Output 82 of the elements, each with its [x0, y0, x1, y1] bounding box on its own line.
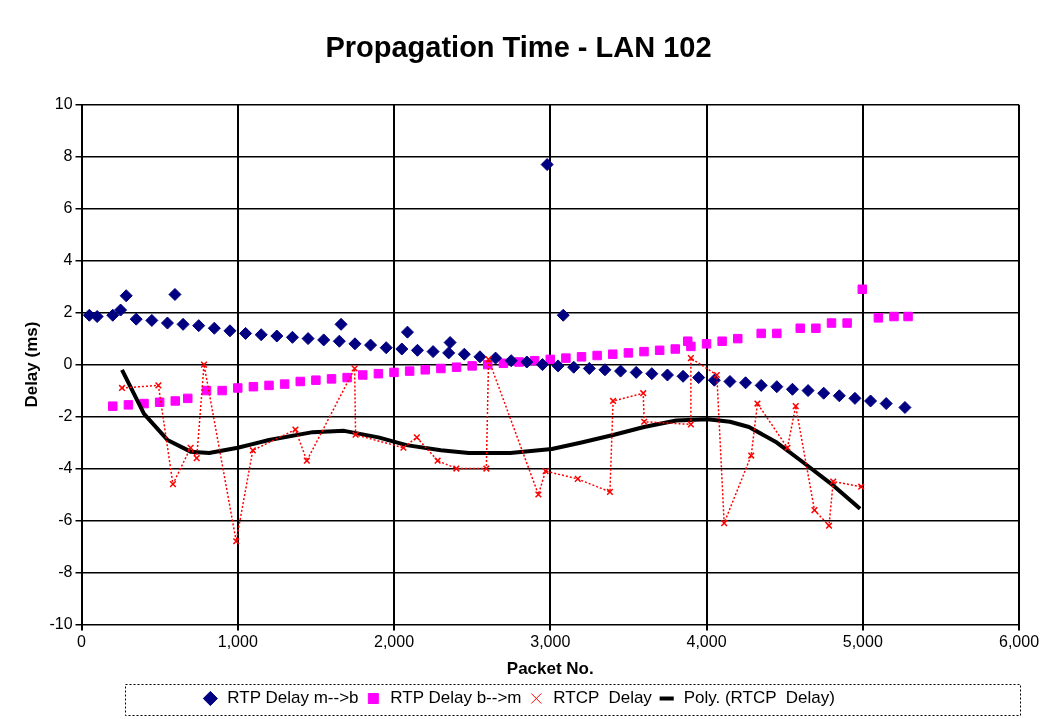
x-tick-label: 3,000: [530, 633, 571, 651]
chart-title: Propagation Time - LAN 102: [325, 31, 712, 64]
point: [467, 361, 477, 371]
legend-label: RTP Delay b-->m: [390, 688, 522, 708]
point: [717, 336, 727, 346]
point: [889, 311, 899, 322]
y-tick-label: 4: [63, 251, 73, 269]
point: [342, 372, 352, 383]
point: [169, 480, 177, 488]
point: [686, 341, 696, 352]
point: [795, 323, 805, 333]
y-tick-label: 10: [54, 95, 73, 113]
point: [232, 537, 240, 545]
point: [154, 397, 165, 408]
x-axis-title: Packet No.: [506, 659, 594, 679]
point: [842, 318, 852, 328]
point: [404, 366, 415, 376]
point: [753, 399, 762, 408]
x-tick-label: 0: [77, 633, 87, 651]
point: [810, 506, 819, 514]
y-tick-label: -6: [58, 510, 73, 528]
point: [233, 383, 243, 393]
legend-label: RTCP Delay: [553, 688, 653, 708]
y-tick-label: -8: [58, 562, 73, 580]
point: [609, 397, 617, 405]
point: [592, 350, 602, 361]
point: [756, 328, 766, 339]
point: [326, 374, 337, 384]
point: [654, 345, 665, 356]
point: [451, 362, 462, 372]
point: [389, 367, 399, 378]
point: [295, 376, 306, 387]
y-tick-label: -2: [58, 406, 73, 424]
x-tick-label: 5,000: [842, 633, 883, 651]
point: [123, 400, 134, 410]
point: [183, 393, 193, 404]
legend-label: RTP Delay m-->b: [227, 688, 359, 708]
x-tick-label: 6,000: [998, 633, 1040, 651]
point: [291, 425, 299, 434]
point: [358, 370, 368, 380]
point: [217, 385, 227, 396]
point: [608, 349, 618, 359]
x-tick-label: 4,000: [686, 633, 727, 651]
point: [436, 363, 446, 374]
point: [118, 384, 126, 392]
y-tick-label: 2: [63, 303, 73, 321]
point: [420, 365, 431, 375]
point: [108, 401, 118, 411]
legend-label: Poly. (RTCP Delay): [683, 688, 835, 708]
point: [264, 380, 274, 391]
point: [701, 339, 712, 349]
y-tick-label: 6: [63, 199, 73, 217]
point: [623, 348, 634, 358]
point: [811, 323, 821, 333]
y-tick-label: 8: [63, 147, 73, 165]
y-tick-label: -4: [58, 458, 73, 476]
point: [639, 346, 649, 357]
point: [170, 396, 181, 406]
point: [154, 381, 162, 389]
point: [561, 353, 571, 363]
point: [826, 318, 837, 328]
point: [670, 344, 680, 354]
point: [606, 488, 614, 496]
point: [857, 284, 868, 294]
point: [373, 368, 384, 379]
point: [772, 328, 782, 339]
y-tick-label: 0: [63, 355, 73, 373]
point: [200, 361, 208, 369]
y-tick-label: -10: [49, 614, 73, 632]
point: [639, 389, 647, 397]
point: [576, 352, 587, 362]
point: [687, 354, 695, 362]
x-tick-label: 1,000: [217, 633, 258, 651]
point: [903, 311, 913, 322]
point: [279, 379, 290, 389]
point: [873, 313, 884, 323]
y-axis-title: Delay (ms): [21, 321, 41, 408]
point: [545, 354, 556, 365]
point: [248, 381, 259, 392]
point: [733, 333, 743, 344]
point: [311, 375, 321, 385]
x-tick-label: 2,000: [373, 633, 415, 651]
